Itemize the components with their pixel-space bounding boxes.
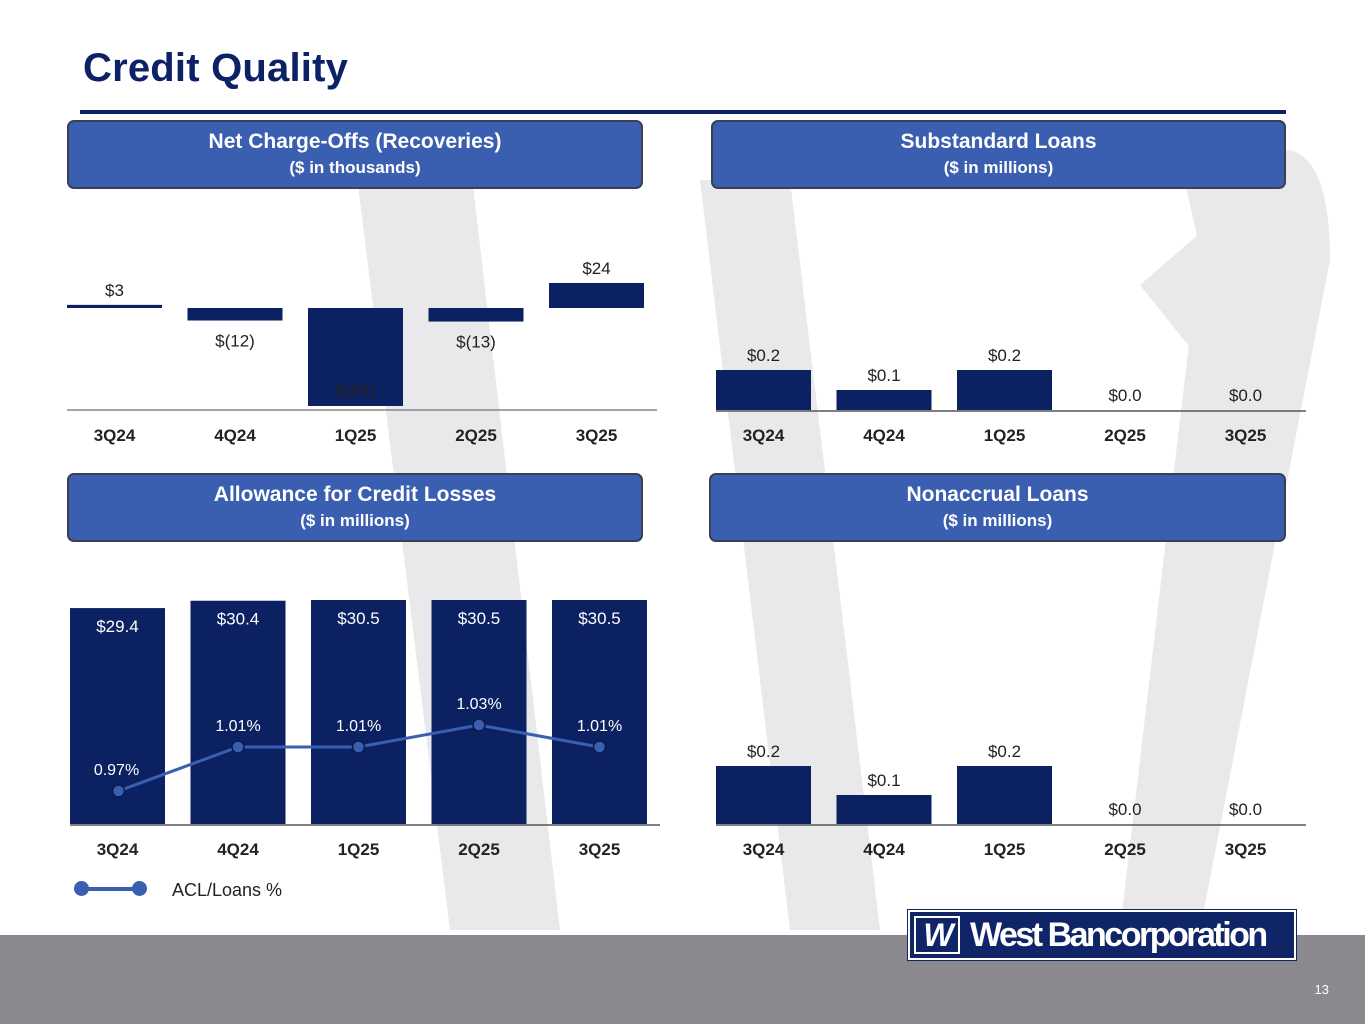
tick-label: 3Q25	[1225, 840, 1267, 859]
bar-1q25	[311, 600, 406, 824]
data-label: $(13)	[456, 333, 496, 352]
logo-mark: W	[914, 916, 960, 954]
legend-label: ACL/Loans %	[172, 880, 283, 900]
bar-3q25	[549, 282, 644, 308]
data-label: $30.4	[217, 610, 260, 629]
page-number: 13	[1314, 982, 1329, 997]
data-label: $0.2	[988, 346, 1021, 365]
west-bancorporation-logo: W West Bancorporation	[907, 909, 1297, 961]
bar-4q24	[187, 308, 283, 321]
series-point	[592, 740, 607, 754]
line-data-label: 0.97%	[94, 762, 139, 779]
line-data-label: 1.03%	[456, 696, 501, 713]
panel-header-substandard-loans: Substandard Loans ($ in millions)	[711, 120, 1286, 189]
data-label: $(94)	[336, 381, 376, 400]
legend-marker	[74, 881, 89, 896]
panel-title: Substandard Loans	[900, 130, 1097, 153]
tick-label: 3Q24	[743, 426, 785, 445]
legend-line-swatch	[80, 887, 140, 891]
panel-header-nonaccrual-loans: Nonaccrual Loans ($ in millions)	[709, 473, 1286, 542]
data-label: $0.0	[1108, 800, 1141, 819]
data-label: $24	[582, 259, 610, 278]
tick-label: 4Q24	[863, 426, 905, 445]
data-label: $0.2	[747, 742, 780, 761]
tick-label: 1Q25	[984, 840, 1026, 859]
bar-1q25	[957, 370, 1052, 410]
series-point	[111, 784, 126, 798]
data-label: $0.2	[988, 742, 1021, 761]
tick-label: 3Q24	[743, 840, 785, 859]
panel-title: Net Charge-Offs (Recoveries)	[208, 130, 502, 153]
data-label: $(12)	[215, 332, 255, 351]
data-label: $0.1	[867, 366, 900, 385]
legend-marker	[132, 881, 147, 896]
data-label: $30.5	[578, 609, 621, 628]
bar-4q24	[190, 600, 286, 824]
tick-label: 3Q25	[576, 426, 618, 445]
panel-subtitle: ($ in millions)	[942, 511, 1053, 530]
panel-subtitle: ($ in millions)	[943, 158, 1054, 177]
panel-header-acl: Allowance for Credit Losses ($ in millio…	[67, 473, 643, 542]
tick-label: 3Q24	[97, 840, 139, 859]
data-label: $30.5	[337, 609, 380, 628]
tick-label: 2Q25	[455, 426, 497, 445]
panel-header-net-charge-offs: Net Charge-Offs (Recoveries) ($ in thous…	[67, 120, 643, 189]
data-label: $0.0	[1229, 800, 1262, 819]
data-label: $0.0	[1229, 386, 1262, 405]
data-label: $3	[105, 281, 124, 300]
data-label: $29.4	[96, 617, 139, 636]
tick-label: 2Q25	[1104, 426, 1146, 445]
tick-label: 3Q25	[1225, 426, 1267, 445]
tick-label: 3Q25	[579, 840, 621, 859]
line-data-label: 1.01%	[577, 718, 622, 735]
panel-subtitle: ($ in millions)	[300, 511, 410, 530]
tick-label: 3Q24	[94, 426, 136, 445]
series-point	[472, 718, 486, 732]
panel-title: Allowance for Credit Losses	[213, 483, 497, 506]
data-label: $0.1	[867, 771, 900, 790]
line-data-label: 1.01%	[215, 718, 260, 735]
bar-4q24	[836, 795, 932, 824]
logo-text: West Bancorporation	[970, 915, 1268, 954]
tick-label: 4Q24	[217, 840, 259, 859]
title-divider	[80, 110, 1286, 114]
series-point	[231, 740, 245, 754]
bar-3q25	[552, 600, 647, 824]
tick-label: 1Q25	[984, 426, 1026, 445]
panel-subtitle: ($ in thousands)	[289, 158, 421, 177]
data-label: $0.2	[747, 346, 780, 365]
line-data-label: 1.01%	[336, 718, 381, 735]
data-label: $30.5	[458, 609, 501, 628]
data-label: $0.0	[1108, 386, 1141, 405]
bar-4q24	[836, 390, 932, 410]
tick-label: 4Q24	[214, 426, 256, 445]
bar-2q25	[428, 308, 524, 322]
bar-3q24	[716, 766, 811, 824]
bar-1q25	[308, 308, 403, 406]
tick-label: 1Q25	[338, 840, 380, 859]
tick-label: 4Q24	[863, 840, 905, 859]
chart-legend: ACL/Loans %	[72, 876, 332, 904]
bar-3q24	[67, 304, 162, 308]
page-title: Credit Quality	[83, 46, 349, 90]
bar-3q24	[716, 370, 811, 410]
panel-title: Nonaccrual Loans	[906, 483, 1089, 506]
bar-2q25	[431, 600, 527, 824]
tick-label: 2Q25	[1104, 840, 1146, 859]
series-point	[351, 740, 366, 754]
tick-label: 2Q25	[458, 840, 500, 859]
bar-1q25	[957, 766, 1052, 824]
tick-label: 1Q25	[335, 426, 377, 445]
